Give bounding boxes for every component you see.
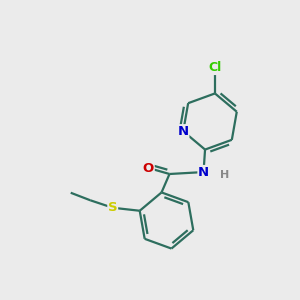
Text: Cl: Cl xyxy=(208,61,222,74)
Text: S: S xyxy=(108,201,118,214)
Text: O: O xyxy=(143,161,154,175)
Text: H: H xyxy=(220,170,229,180)
Text: N: N xyxy=(178,125,189,138)
Text: N: N xyxy=(198,166,209,178)
